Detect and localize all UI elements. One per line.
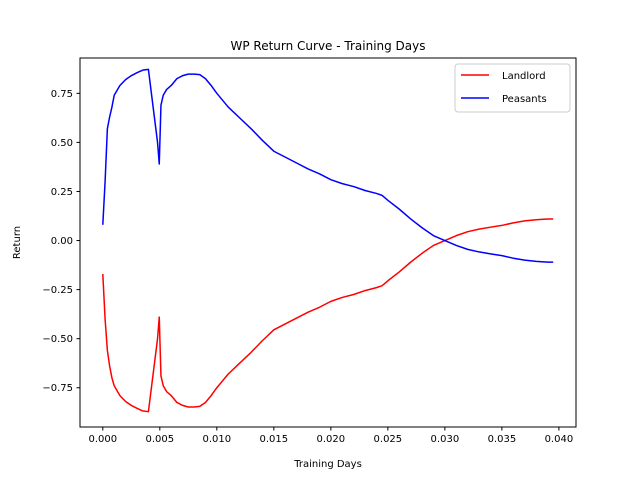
chart-title: WP Return Curve - Training Days [230,39,425,53]
y-axis-ticks: −0.75 −0.50 −0.25 0.00 0.25 0.50 0.75 [42,89,80,394]
plot-area [80,58,576,427]
x-tick-label: 0.010 [203,434,232,445]
y-tick-label: −0.75 [42,383,73,394]
y-axis-label: Return [12,226,23,259]
y-tick-label: −0.25 [42,285,73,296]
legend: Landlord Peasants [454,63,571,113]
y-tick-label: 0.50 [51,138,73,149]
y-tick-label: 0.00 [51,236,73,247]
legend-label-landlord: Landlord [502,71,546,82]
y-tick-label: 0.25 [51,187,73,198]
x-tick-label: 0.015 [260,434,289,445]
series-layer [102,68,554,413]
x-tick-label: 0.040 [545,434,574,445]
series-line-peasants [102,68,554,263]
x-axis-label: Training Days [293,459,362,470]
x-tick-label: 0.030 [431,434,460,445]
x-axis-ticks: 0.000 0.005 0.010 0.015 0.020 0.025 0.030 0.035… [88,427,573,445]
x-tick-label: 0.025 [374,434,403,445]
x-tick-label: 0.035 [488,434,517,445]
x-tick-label: 0.005 [145,434,174,445]
y-tick-label: 0.75 [51,89,73,100]
y-tick-label: −0.50 [42,334,73,345]
x-tick-label: 0.000 [88,434,117,445]
legend-label-peasants: Peasants [502,94,547,105]
x-tick-label: 0.020 [317,434,346,445]
series-line-landlord [102,218,554,413]
plot-frame [79,57,577,428]
legend-box [454,63,571,113]
